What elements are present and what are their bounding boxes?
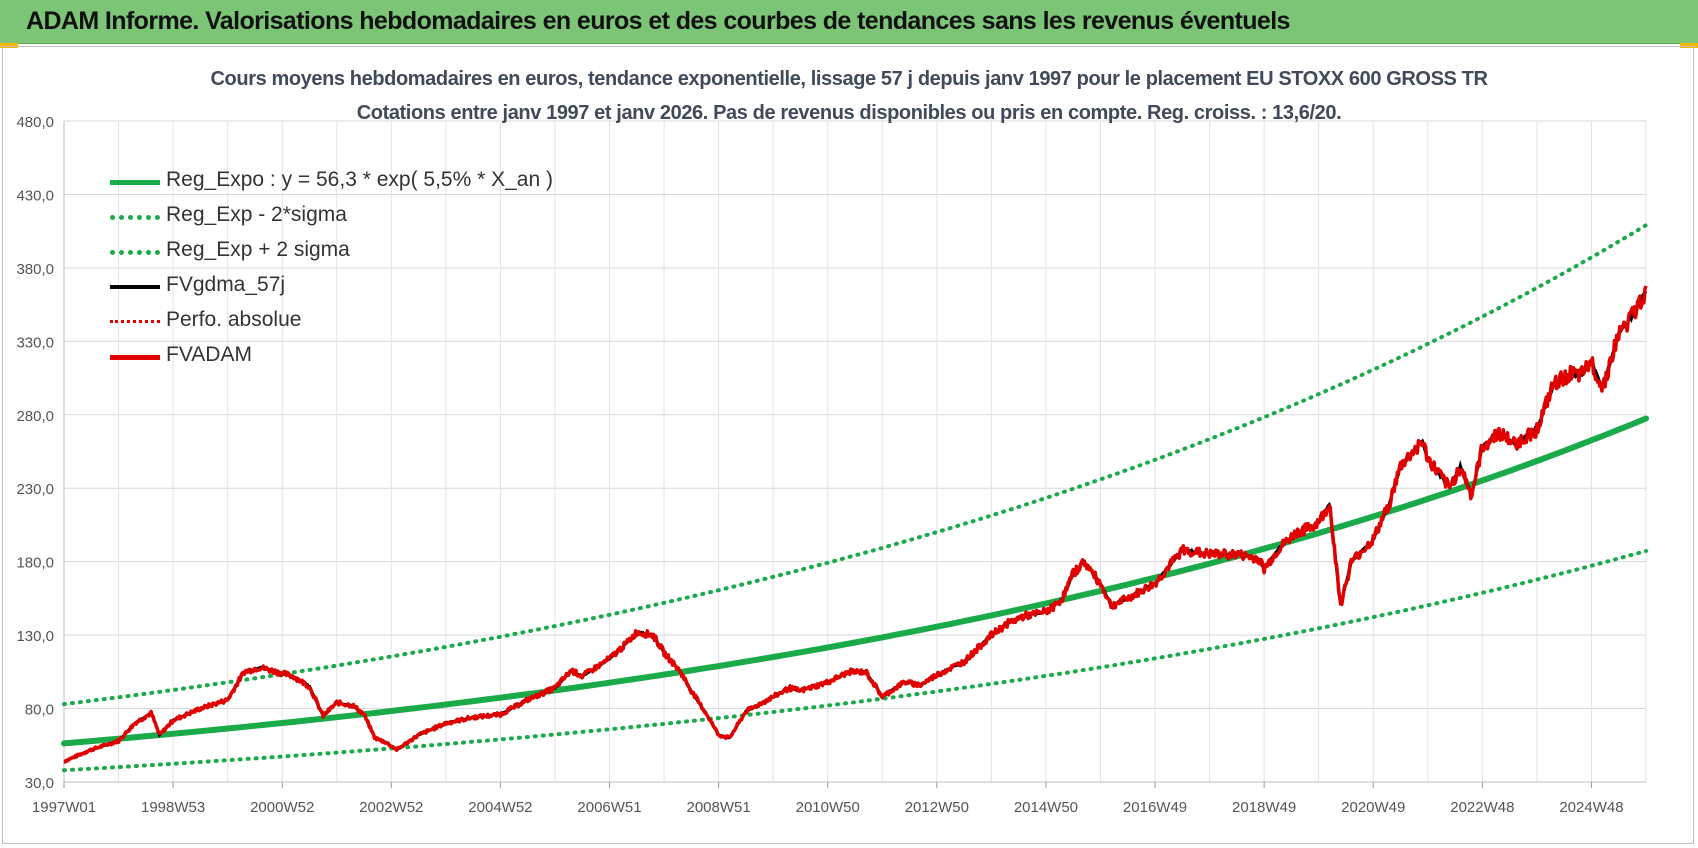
x-tick-label: 2008W51 xyxy=(687,799,751,816)
x-tick-label: 2018W49 xyxy=(1232,799,1296,816)
y-tick-label: 280,0 xyxy=(16,408,54,425)
x-tick-label: 2010W50 xyxy=(796,799,860,816)
y-tick-label: 380,0 xyxy=(16,261,54,278)
legend-item-perfo: Perfo. absolue xyxy=(110,306,630,341)
legend-label: Reg_Exp - 2*sigma xyxy=(166,203,347,226)
series-fvadam-line xyxy=(63,285,1648,764)
report-header: ADAM Informe. Valorisations hebdomadaire… xyxy=(0,0,1698,44)
y-tick-label: 330,0 xyxy=(16,334,54,351)
y-tick-label: 80,0 xyxy=(25,702,54,719)
x-tick-label: 2002W52 xyxy=(359,799,423,816)
chart-frame xyxy=(2,46,1694,844)
legend-swatch xyxy=(110,285,160,289)
legend-swatch xyxy=(110,180,160,185)
corner-marker-left xyxy=(0,43,18,48)
x-tick-label: 2022W48 xyxy=(1450,799,1514,816)
x-tick-label: 2004W52 xyxy=(468,799,532,816)
legend-swatch xyxy=(110,215,160,220)
legend-label: FVgdma_57j xyxy=(166,273,286,296)
series-reg-exp-plus-line xyxy=(62,223,1648,707)
legend-label: Reg_Expo : y = 56,3 * exp( 5,5% * X_an ) xyxy=(166,168,553,191)
y-tick-label: 430,0 xyxy=(16,187,54,204)
legend-item-reg-expo: Reg_Expo : y = 56,3 * exp( 5,5% * X_an ) xyxy=(110,166,630,201)
x-tick-label: 2024W48 xyxy=(1559,799,1623,816)
legend-swatch xyxy=(110,355,160,360)
legend-item-reg-exp-minus: Reg_Exp - 2*sigma xyxy=(110,201,630,236)
x-tick-label: 2006W51 xyxy=(577,799,641,816)
legend-item-fvgdma: FVgdma_57j xyxy=(110,271,630,306)
chart-legend: Reg_Expo : y = 56,3 * exp( 5,5% * X_an )… xyxy=(110,166,630,376)
legend-swatch xyxy=(110,320,160,323)
chart-subtitle: Cotations entre janv 1997 et janv 2026. … xyxy=(356,102,1342,124)
y-tick-label: 180,0 xyxy=(16,555,54,572)
legend-label: FVADAM xyxy=(166,343,252,366)
legend-swatch xyxy=(110,250,160,255)
x-tick-label: 2014W50 xyxy=(1014,799,1078,816)
report-title: ADAM Informe. Valorisations hebdomadaire… xyxy=(26,7,1290,35)
x-tick-label: 1997W01 xyxy=(32,799,96,816)
series-reg-exp-minus-line xyxy=(62,549,1648,773)
x-tick-label: 2000W52 xyxy=(250,799,314,816)
x-tick-label: 2012W50 xyxy=(905,799,969,816)
y-tick-label: 480,0 xyxy=(16,114,54,131)
legend-label: Perfo. absolue xyxy=(166,308,302,331)
corner-marker-right xyxy=(1680,43,1698,48)
legend-item-fvadam: FVADAM xyxy=(110,341,630,376)
x-tick-label: 2016W49 xyxy=(1123,799,1187,816)
series-reg-expo-line xyxy=(61,415,1649,747)
legend-item-reg-exp-plus: Reg_Exp + 2 sigma xyxy=(110,236,630,271)
x-tick-label: 1998W53 xyxy=(141,799,205,816)
chart-title: Cours moyens hebdomadaires en euros, ten… xyxy=(210,68,1488,90)
legend-label: Reg_Exp + 2 sigma xyxy=(166,238,350,261)
y-tick-label: 30,0 xyxy=(25,775,54,792)
y-tick-label: 230,0 xyxy=(16,481,54,498)
y-tick-label: 130,0 xyxy=(16,628,54,645)
x-tick-label: 2020W49 xyxy=(1341,799,1405,816)
